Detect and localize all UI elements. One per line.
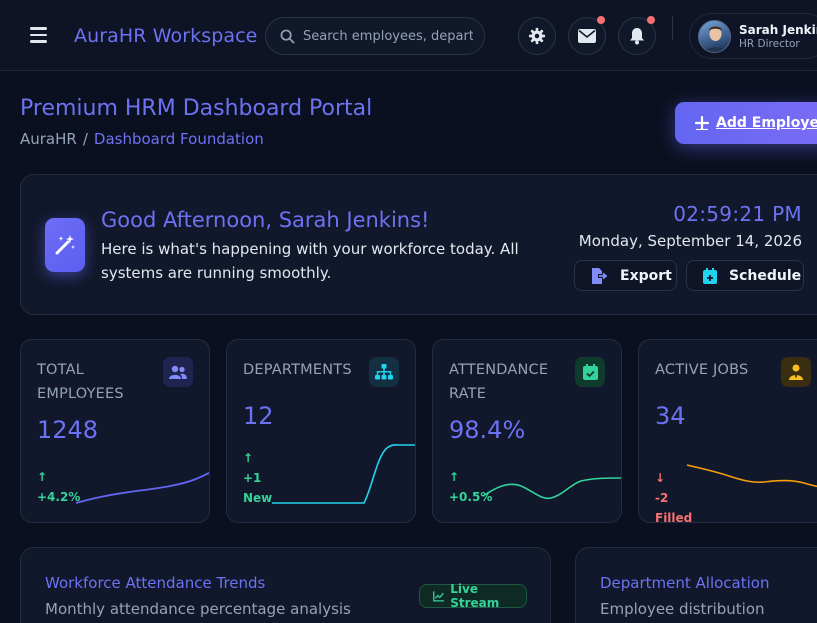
sparkline [482, 477, 621, 500]
brand-title[interactable]: AuraHR Workspace [74, 25, 258, 47]
notification-dot [597, 16, 605, 24]
magic-wand-icon [45, 218, 85, 272]
greeting-subtitle: Here is what's happening with your workf… [101, 240, 519, 282]
welcome-card: Good Afternoon, Sarah Jenkins! Here is w… [20, 174, 817, 315]
stat-label: ATTENDANCE RATE [449, 362, 549, 402]
trend-down-icon: ↓ [655, 471, 666, 485]
export-button[interactable]: Export [574, 260, 677, 291]
user-name: Sarah Jenkins [739, 23, 817, 37]
stat-card-total-employees[interactable]: TOTAL EMPLOYEES 1248 ↑ +4.2% [20, 339, 210, 523]
settings-button[interactable] [518, 17, 556, 55]
stat-label: DEPARTMENTS [243, 362, 352, 378]
schedule-label: Schedule [729, 267, 802, 284]
user-role: HR Director [739, 38, 800, 50]
breadcrumb-root[interactable]: AuraHR [20, 130, 77, 148]
current-date: Monday, September 14, 2026 [578, 232, 802, 250]
stat-card-attendance-rate[interactable]: ATTENDANCE RATE 98.4% ↑ +0.5% [432, 339, 622, 523]
avatar [698, 20, 731, 53]
search-input[interactable] [303, 28, 473, 44]
stat-trend: ↑ +1 New [243, 448, 283, 508]
trend-down-text: ↓ [655, 468, 695, 488]
page-title: Premium HRM Dashboard Portal [20, 96, 373, 121]
live-stream-badge[interactable]: Live Stream [419, 582, 527, 610]
trend-text: +0.5% [449, 490, 493, 504]
stat-value: 12 [243, 402, 274, 430]
panel-title: Department Allocation [600, 574, 770, 592]
stat-value: 1248 [37, 416, 99, 444]
user-profile[interactable]: Sarah Jenkins HR Director [689, 13, 817, 59]
stat-card-departments[interactable]: DEPARTMENTS 12 ↑ +1 New [226, 339, 416, 523]
add-employee-button[interactable]: Add Employee [675, 102, 817, 144]
stat-label: ACTIVE JOBS [655, 362, 749, 378]
trend-text: +1 New [243, 471, 273, 505]
divider [672, 16, 673, 40]
calendar-icon [703, 267, 717, 284]
search-icon [280, 29, 295, 43]
export-label: Export [620, 267, 672, 284]
trend-up-icon: ↑ [243, 451, 254, 465]
chart-line-icon [433, 590, 445, 602]
trend-text: +4.2% [37, 490, 81, 504]
breadcrumb-current: Dashboard Foundation [93, 130, 264, 148]
notification-dot [647, 16, 655, 24]
menu-icon[interactable] [30, 27, 47, 43]
trend-up-icon: ↑ [449, 470, 460, 484]
stat-trend: ↓ -2 Filled [655, 468, 695, 523]
sparkline [75, 471, 209, 504]
sitemap-icon [369, 357, 399, 387]
mail-icon [578, 29, 596, 43]
bell-icon [630, 28, 644, 45]
panel-subtitle: Monthly attendance percentage analysis [45, 600, 351, 618]
calendar-check-icon [575, 357, 605, 387]
live-stream-label: Live Stream [450, 582, 500, 610]
greeting-title: Good Afternoon, Sarah Jenkins! [101, 208, 430, 232]
messages-button[interactable] [568, 16, 606, 55]
stat-trend: ↑ +0.5% [449, 467, 492, 507]
user-tie-icon [781, 357, 811, 387]
sparkline [686, 464, 817, 488]
gear-icon [528, 27, 546, 45]
panel-subtitle: Employee distribution [600, 600, 765, 618]
file-export-icon [592, 267, 608, 284]
search-bar[interactable] [265, 17, 485, 55]
stat-trend: ↑ +4.2% [37, 467, 80, 507]
stat-value: 34 [655, 402, 686, 430]
schedule-button[interactable]: Schedule [686, 260, 804, 291]
stat-value: 98.4% [449, 416, 526, 444]
live-clock: 02:59:21 PM [673, 202, 802, 226]
top-navbar: AuraHR Workspace [0, 0, 817, 71]
users-icon [163, 357, 193, 387]
trend-text: -2 Filled [655, 491, 693, 523]
breadcrumb: AuraHR / Dashboard Foundation [20, 130, 264, 148]
add-employee-label: Add Employee [716, 115, 817, 131]
attendance-trends-panel: Workforce Attendance Trends Monthly atte… [20, 547, 551, 623]
stat-label: TOTAL EMPLOYEES [37, 362, 124, 402]
plus-icon [695, 116, 709, 130]
notifications-button[interactable] [618, 16, 656, 55]
stat-card-active-jobs[interactable]: ACTIVE JOBS 34 ↓ -2 Filled [638, 339, 817, 523]
department-allocation-panel: Department Allocation Employee distribut… [575, 547, 817, 623]
sparkline [272, 444, 415, 504]
panel-title: Workforce Attendance Trends [45, 574, 266, 592]
trend-up-icon: ↑ [37, 470, 48, 484]
breadcrumb-separator: / [82, 130, 88, 148]
